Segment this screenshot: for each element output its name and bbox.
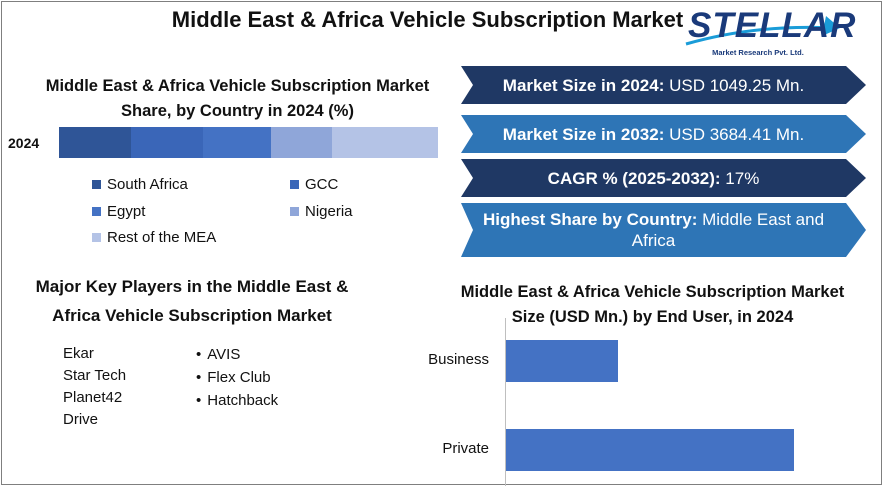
player-item: Star Tech xyxy=(63,367,127,384)
stellar-logo: STELLAR Market Research Pvt. Ltd. xyxy=(676,6,855,64)
legend-label: Egypt xyxy=(107,203,146,220)
stat-banner-market-size-2024: Market Size in 2024: USD 1049.25 Mn. xyxy=(461,66,866,104)
share-segment-nigeria xyxy=(271,127,332,158)
category-label-private: Private xyxy=(442,440,489,457)
end-user-chart-title: Middle East & Africa Vehicle Subscriptio… xyxy=(460,283,845,326)
stat-banner-cagr: CAGR % (2025-2032): 17% xyxy=(461,159,866,197)
banner-arrow-shape xyxy=(461,203,866,257)
share-segment-egypt xyxy=(203,127,272,158)
stat-value: 17% xyxy=(720,168,760,188)
legend-swatch xyxy=(290,207,299,216)
banner-arrow-shape xyxy=(461,66,866,104)
stat-value: Middle East and Africa xyxy=(631,210,825,250)
logo-tagline: Market Research Pvt. Ltd. xyxy=(712,48,804,57)
player-item: AVIS xyxy=(196,346,240,363)
key-players-title: Major Key Players in the Middle East & A… xyxy=(35,277,349,325)
stat-label: Highest Share by Country: xyxy=(482,210,698,229)
legend-gcc: GCC xyxy=(290,176,338,193)
legend-label: GCC xyxy=(305,176,339,193)
share-segment-rest-of-the-mea xyxy=(331,127,438,158)
bar-private xyxy=(506,429,794,471)
legend-nigeria: Nigeria xyxy=(290,203,353,220)
player-item: Ekar xyxy=(63,345,94,362)
end-user-chart-axis xyxy=(505,318,506,486)
legend-swatch xyxy=(290,180,299,189)
player-item: Flex Club xyxy=(196,369,270,386)
stat-banner-market-size-2032: Market Size in 2032: USD 3684.41 Mn. xyxy=(461,115,866,153)
share-stacked-bar xyxy=(59,127,438,158)
player-item: Drive xyxy=(63,411,99,428)
stat-label: Market Size in 2032: xyxy=(502,124,665,144)
share-chart-title: Middle East & Africa Vehicle Subscriptio… xyxy=(45,77,430,120)
banner-arrow-shape xyxy=(461,115,866,153)
stat-label: CAGR % (2025-2032): xyxy=(547,168,721,188)
legend-label: Nigeria xyxy=(305,203,353,220)
legend-swatch xyxy=(92,207,101,216)
legend-rest-of-mea: Rest of the MEA xyxy=(92,229,216,246)
stat-label: Market Size in 2024: xyxy=(502,75,665,95)
main-title: Middle East & Africa Vehicle Subscriptio… xyxy=(171,7,684,32)
logo-swoosh-icon xyxy=(685,16,840,46)
banner-text: Market Size in 2032: USD 3684.41 Mn. xyxy=(471,115,836,153)
legend-egypt: Egypt xyxy=(92,203,145,220)
category-label-business: Business xyxy=(428,351,489,368)
banner-text: Market Size in 2024: USD 1049.25 Mn. xyxy=(471,66,836,104)
player-item: Hatchback xyxy=(196,392,278,409)
share-segment-gcc xyxy=(131,127,203,158)
bar-business xyxy=(506,340,618,382)
legend-south-africa: South Africa xyxy=(92,176,188,193)
banner-arrow-shape xyxy=(461,159,866,197)
logo-name: STELLAR xyxy=(688,6,857,45)
stat-value: USD 3684.41 Mn. xyxy=(664,124,805,144)
banner-text: Highest Share by Country: Middle East an… xyxy=(471,203,836,257)
stat-value: USD 1049.25 Mn. xyxy=(664,75,805,95)
banner-text: CAGR % (2025-2032): 17% xyxy=(471,159,836,197)
share-segment-south-africa xyxy=(59,127,131,158)
legend-swatch xyxy=(92,180,101,189)
player-item: Planet42 xyxy=(63,389,123,406)
legend-swatch xyxy=(92,233,101,242)
share-chart-category: 2024 xyxy=(8,135,40,151)
legend-label: South Africa xyxy=(107,176,188,193)
stat-banner-highest-share: Highest Share by Country: Middle East an… xyxy=(461,203,866,257)
legend-label: Rest of the MEA xyxy=(107,229,217,246)
